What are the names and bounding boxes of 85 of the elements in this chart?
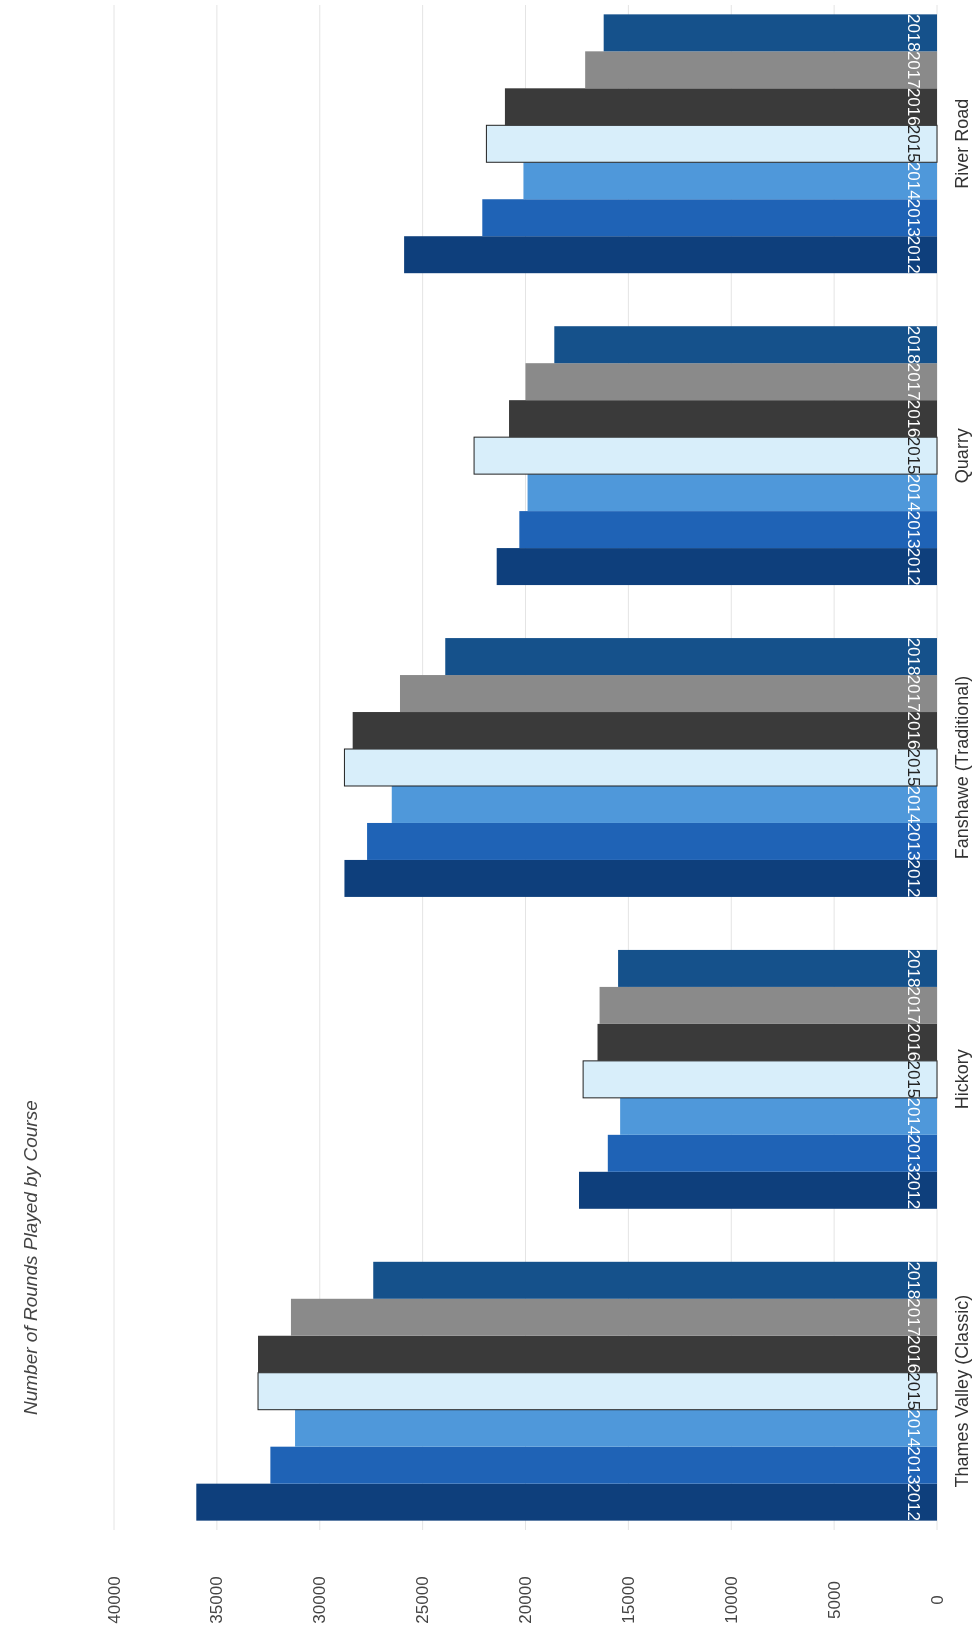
y-tick-label: River Road xyxy=(952,98,972,189)
text: 2017 xyxy=(903,1298,923,1337)
bar xyxy=(295,1409,937,1447)
series-label: 2016 xyxy=(903,711,923,750)
bar xyxy=(585,51,937,89)
bar xyxy=(525,363,937,401)
bar xyxy=(373,1261,937,1299)
text: 2012 xyxy=(903,859,923,898)
y-tick-label: Thames Valley (Classic) xyxy=(952,1294,972,1488)
bar xyxy=(496,548,937,586)
bar xyxy=(504,88,937,126)
text: 2012 xyxy=(903,235,923,274)
bar xyxy=(620,1097,937,1135)
bar xyxy=(607,1134,937,1172)
bar xyxy=(399,675,937,713)
text: 2014 xyxy=(903,1097,923,1136)
text: 2017 xyxy=(903,362,923,401)
bar xyxy=(527,474,937,512)
text: 2013 xyxy=(903,1134,923,1173)
y-tick-label: Hickory xyxy=(952,1049,972,1110)
text: 2014 xyxy=(903,473,923,512)
bar xyxy=(270,1446,937,1484)
series-label: 2015 xyxy=(903,1060,923,1099)
series-label: 2012 xyxy=(903,1483,923,1522)
text: 2018 xyxy=(903,949,923,988)
series-label: 2018 xyxy=(903,637,923,676)
bar xyxy=(523,162,937,200)
bar xyxy=(618,949,937,987)
text: 2016 xyxy=(903,1023,923,1062)
text: 2018 xyxy=(903,13,923,52)
text: 2013 xyxy=(903,822,923,861)
bar xyxy=(352,712,937,750)
text: 2016 xyxy=(903,1335,923,1374)
text: 2015 xyxy=(903,436,923,475)
series-label: 2013 xyxy=(903,1446,923,1485)
text: 2014 xyxy=(903,161,923,200)
bar xyxy=(485,124,938,163)
bar xyxy=(582,1060,938,1099)
text: Number of Rounds Played by Course xyxy=(19,1100,41,1415)
text: 2015 xyxy=(903,1372,923,1411)
bar xyxy=(579,1171,937,1209)
text: 2016 xyxy=(903,87,923,126)
text: 2015 xyxy=(903,124,923,163)
y-tick-label: Fanshawe (Traditional) xyxy=(952,675,972,860)
x-tick-label: 25000 xyxy=(413,1576,433,1624)
x-tick-label: 15000 xyxy=(618,1576,638,1624)
text: 2018 xyxy=(903,1261,923,1300)
bar xyxy=(482,199,937,237)
bar xyxy=(597,1023,937,1061)
bar xyxy=(367,822,937,860)
x-tick-label: 30000 xyxy=(310,1576,330,1624)
bar xyxy=(519,511,937,549)
x-tick-label: 0 xyxy=(927,1595,947,1605)
x-tick-label: 20000 xyxy=(516,1576,535,1624)
text: 2012 xyxy=(903,1171,923,1210)
bar xyxy=(343,748,938,787)
text: 2017 xyxy=(903,674,923,713)
bar xyxy=(603,14,937,52)
bar xyxy=(391,785,937,823)
text: 2012 xyxy=(903,547,923,586)
text: 2018 xyxy=(903,325,923,364)
bar xyxy=(404,236,937,274)
bar xyxy=(196,1483,937,1521)
x-tick-label: 35000 xyxy=(207,1576,227,1624)
series-label: 2014 xyxy=(903,1409,923,1448)
x-tick-label: 40000 xyxy=(104,1576,124,1624)
x-tick-label: 10000 xyxy=(721,1576,741,1624)
bar xyxy=(599,986,937,1024)
text: 2014 xyxy=(903,785,923,824)
bar xyxy=(509,400,937,438)
text: 2013 xyxy=(903,198,923,237)
text: 2016 xyxy=(903,399,923,438)
y-tick-label: Quarry xyxy=(952,428,972,484)
text: 2015 xyxy=(903,748,923,787)
bar xyxy=(554,326,937,364)
text: 2013 xyxy=(903,510,923,549)
bar xyxy=(445,638,937,676)
bar xyxy=(290,1298,937,1336)
x-tick-label: 5000 xyxy=(824,1581,844,1619)
bar xyxy=(258,1335,937,1373)
bar xyxy=(473,436,938,475)
series-label: 2017 xyxy=(903,50,923,89)
text: 2017 xyxy=(903,986,923,1025)
bar xyxy=(344,859,937,897)
bar xyxy=(257,1372,938,1411)
